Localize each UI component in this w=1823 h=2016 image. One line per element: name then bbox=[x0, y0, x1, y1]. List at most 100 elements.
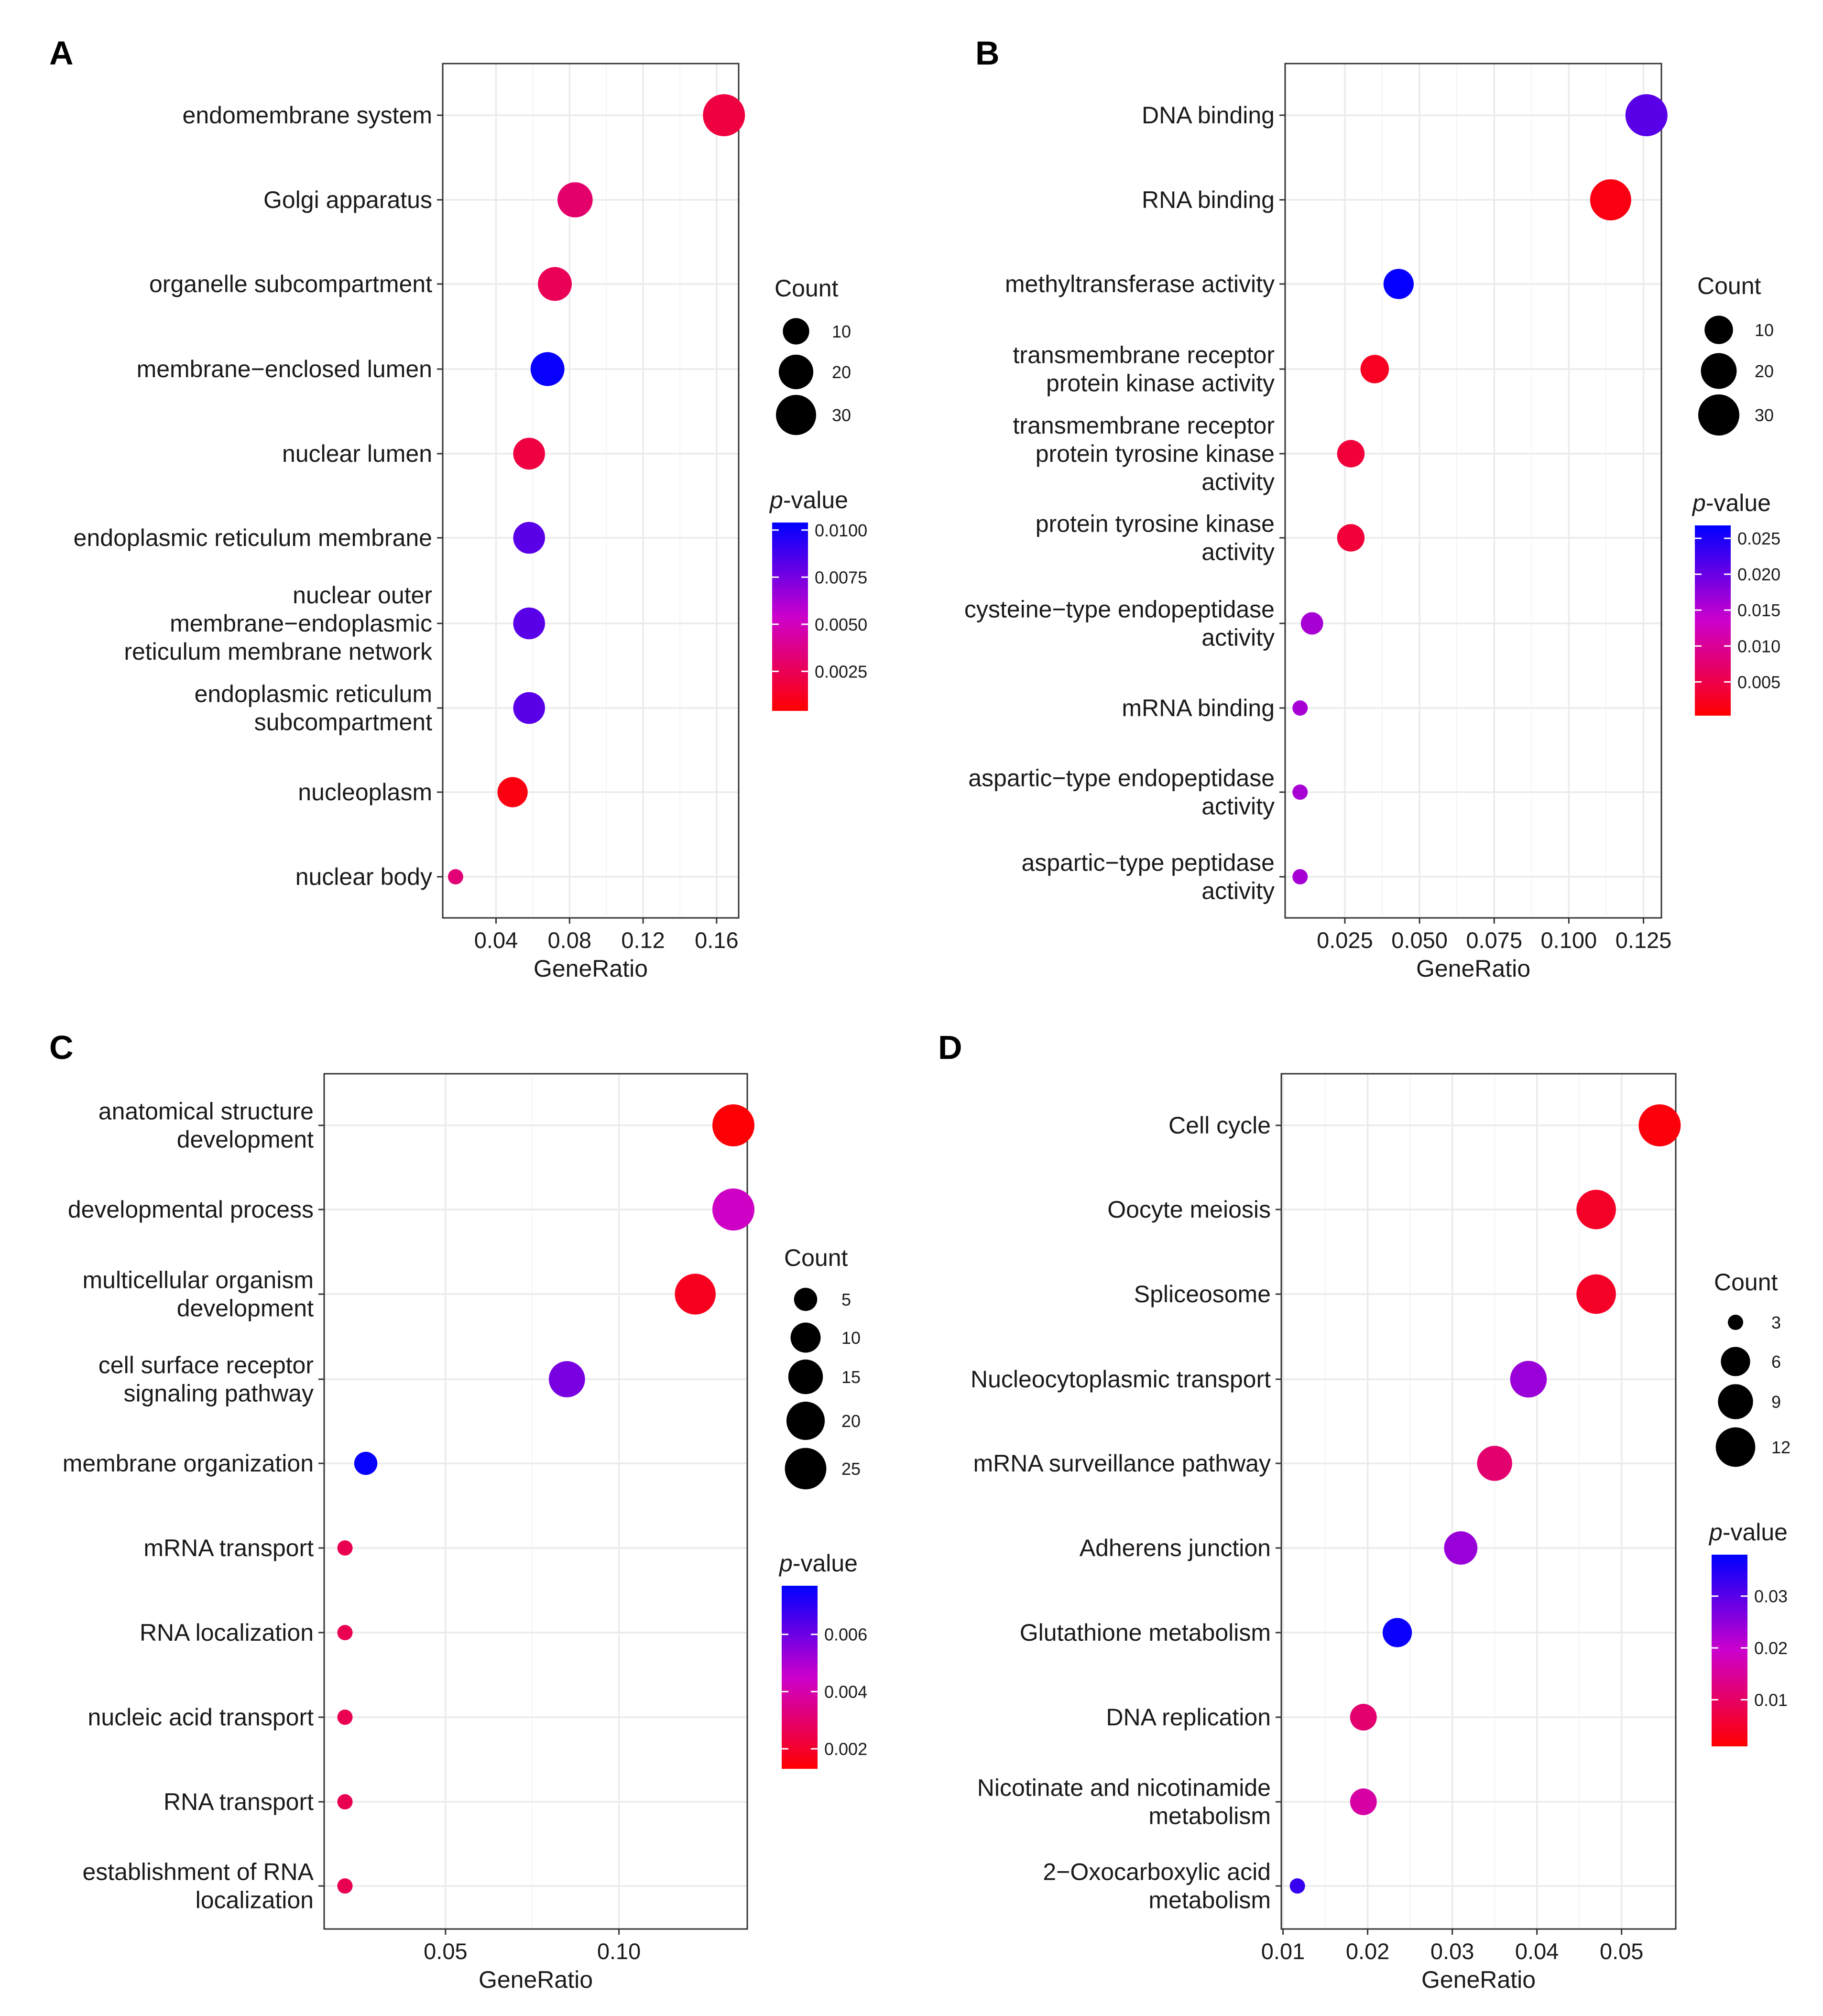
category-label-line: subcompartment bbox=[254, 709, 432, 736]
category-label-line: mRNA surveillance pathway bbox=[973, 1450, 1271, 1477]
pvalue-legend-title-rest: -value bbox=[1706, 490, 1771, 516]
pvalue-legend-title-italic: p bbox=[769, 487, 783, 513]
x-tick-label: 0.02 bbox=[1346, 1939, 1389, 1964]
pvalue-colorbar bbox=[772, 523, 808, 711]
category-label: nuclear outer membrane−endoplasmic reticul… bbox=[124, 582, 433, 665]
count-legend-title: Count bbox=[775, 275, 839, 302]
category-label: nucleic acid transport bbox=[88, 1704, 314, 1731]
data-point bbox=[1477, 1446, 1512, 1481]
count-legend-label: 10 bbox=[832, 322, 851, 341]
category-label-line: activity bbox=[1201, 878, 1275, 904]
pvalue-legend-label: 0.004 bbox=[824, 1682, 867, 1701]
count-legend-dot bbox=[1728, 1315, 1743, 1330]
category-label-line: Cell cycle bbox=[1168, 1112, 1271, 1139]
category-label: Glutathione metabolism bbox=[1020, 1619, 1271, 1646]
category-label-line: multicellular organism bbox=[83, 1267, 314, 1294]
category-label-line: membrane−endoplasmic bbox=[170, 610, 432, 637]
x-axis-title: GeneRatio bbox=[479, 1966, 593, 1993]
data-point bbox=[1590, 179, 1631, 221]
pvalue-legend-title-rest: -value bbox=[1723, 1519, 1788, 1546]
count-legend-label: 30 bbox=[1755, 405, 1774, 425]
count-legend-dot bbox=[1718, 1384, 1753, 1419]
plot-frame bbox=[1284, 63, 1662, 919]
x-tick-label: 0.075 bbox=[1466, 927, 1522, 953]
pvalue-legend-label: 0.0050 bbox=[815, 615, 867, 634]
category-label: Spliceosome bbox=[1134, 1281, 1271, 1308]
count-legend-dot bbox=[794, 1287, 818, 1311]
data-point bbox=[1576, 1274, 1616, 1314]
category-label: nucleoplasm bbox=[298, 779, 432, 806]
data-point bbox=[1337, 440, 1365, 468]
category-label: nuclear body bbox=[295, 863, 432, 890]
data-point bbox=[1292, 785, 1308, 800]
x-tick-label: 0.100 bbox=[1541, 927, 1597, 953]
count-legend-label: 30 bbox=[832, 405, 851, 425]
category-label: nuclear lumen bbox=[282, 440, 432, 467]
x-axis-title: GeneRatio bbox=[534, 955, 648, 982]
pvalue-legend-title-rest: -value bbox=[793, 1550, 858, 1577]
x-tick-label: 0.16 bbox=[695, 927, 738, 953]
pvalue-legend-label: 0.002 bbox=[824, 1739, 867, 1759]
pvalue-legend-title: p-value bbox=[1708, 1519, 1788, 1546]
category-label-line: methyltransferase activity bbox=[1005, 271, 1275, 297]
category-label-line: Oocyte meiosis bbox=[1107, 1196, 1271, 1223]
data-point bbox=[513, 692, 545, 724]
pvalue-legend-label: 0.0100 bbox=[815, 521, 867, 540]
count-legend-dot bbox=[788, 1359, 823, 1395]
pvalue-legend-label: 0.015 bbox=[1737, 600, 1780, 620]
count-legend-label: 20 bbox=[1755, 361, 1774, 381]
category-label-line: RNA localization bbox=[140, 1619, 314, 1646]
plot-frame bbox=[1280, 1073, 1677, 1930]
category-label: establishment of RNA localization bbox=[82, 1859, 314, 1914]
category-label-line: aspartic−type endopeptidase bbox=[968, 765, 1275, 792]
category-label: endomembrane system bbox=[183, 102, 432, 129]
count-legend-label: 12 bbox=[1771, 1438, 1790, 1457]
count-legend-dot bbox=[1721, 1347, 1750, 1376]
category-label-line: endomembrane system bbox=[183, 102, 432, 129]
data-point bbox=[513, 437, 545, 470]
category-label-line: protein tyrosine kinase bbox=[1036, 511, 1275, 537]
count-legend-dot bbox=[1698, 394, 1740, 436]
category-label: Golgi apparatus bbox=[263, 186, 432, 213]
count-legend-dot bbox=[785, 1448, 827, 1490]
data-point bbox=[513, 522, 545, 554]
data-point bbox=[1510, 1361, 1547, 1398]
category-label-line: organelle subcompartment bbox=[149, 271, 432, 297]
category-label: Nucleocytoplasmic transport bbox=[971, 1366, 1271, 1393]
panel-d: D Cell cycle Oocyte meiosis Spliceosome Nucl… bbox=[938, 1029, 1790, 1993]
data-point bbox=[703, 94, 745, 136]
count-legend-dot bbox=[778, 354, 814, 390]
category-label-line: nucleoplasm bbox=[298, 779, 432, 806]
category-label: RNA localization bbox=[140, 1619, 314, 1646]
count-legend-label: 5 bbox=[841, 1290, 851, 1309]
category-label-line: endoplasmic reticulum membrane bbox=[74, 524, 432, 551]
data-point bbox=[1444, 1531, 1478, 1565]
x-tick-label: 0.025 bbox=[1317, 927, 1373, 953]
category-label: mRNA transport bbox=[143, 1535, 314, 1561]
count-legend-label: 20 bbox=[841, 1411, 861, 1431]
category-label-line: nucleic acid transport bbox=[88, 1704, 314, 1731]
x-tick-label: 0.08 bbox=[548, 927, 591, 953]
data-point bbox=[1360, 355, 1389, 383]
category-label-line: activity bbox=[1201, 624, 1275, 651]
category-label: 2−Oxocarboxylic acid metabolism bbox=[1043, 1859, 1271, 1914]
x-tick-label: 0.01 bbox=[1261, 1939, 1305, 1964]
pvalue-legend-label: 0.02 bbox=[1754, 1638, 1788, 1658]
count-legend-label: 3 bbox=[1771, 1313, 1781, 1332]
x-tick-label: 0.125 bbox=[1616, 927, 1672, 953]
category-label-line: RNA binding bbox=[1142, 186, 1275, 213]
pvalue-legend-label: 0.0025 bbox=[815, 662, 867, 681]
panel-b: B DNA binding RNA binding methyltransferase… bbox=[964, 34, 1780, 982]
category-label-line: DNA replication bbox=[1106, 1704, 1271, 1731]
category-label: membrane organization bbox=[63, 1450, 314, 1477]
category-label: Oocyte meiosis bbox=[1107, 1196, 1271, 1223]
data-point bbox=[530, 352, 565, 386]
category-label-line: signaling pathway bbox=[124, 1380, 314, 1407]
panel-letter: D bbox=[938, 1029, 962, 1066]
data-point bbox=[513, 607, 545, 640]
count-legend-label: 25 bbox=[841, 1459, 861, 1479]
data-point bbox=[1292, 869, 1308, 884]
